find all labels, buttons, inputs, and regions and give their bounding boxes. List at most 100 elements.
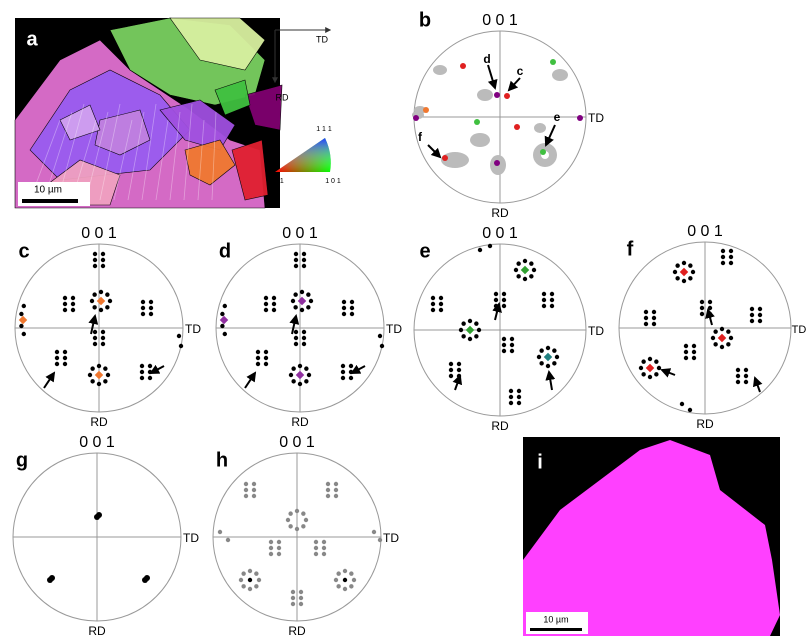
label: c — [517, 64, 524, 78]
pole-dot — [342, 300, 346, 304]
pole-dot — [726, 342, 730, 346]
pole-marker — [680, 268, 688, 276]
pole-dot — [293, 292, 297, 296]
pole-dot — [750, 319, 754, 323]
pole-marker — [97, 297, 105, 305]
pole-dot — [223, 332, 227, 336]
pole-dot — [306, 305, 310, 309]
pole-dot — [639, 366, 643, 370]
pole-dot — [550, 59, 556, 65]
pole-dot — [277, 552, 281, 556]
pole-dot — [736, 368, 740, 372]
pole-dot — [272, 308, 276, 312]
pole-marker — [220, 316, 228, 324]
pole-dot — [494, 92, 500, 98]
pole-dot — [343, 587, 347, 591]
pole-dot — [744, 368, 748, 372]
pole-dot — [101, 336, 105, 340]
pole-dot — [307, 373, 311, 377]
label: TD — [792, 324, 807, 336]
pole-dot — [302, 258, 306, 262]
pole-dot — [55, 350, 59, 354]
pole-dot — [537, 355, 541, 359]
pole-dot — [758, 307, 762, 311]
pole-dot — [431, 296, 435, 300]
pole-marker — [544, 353, 552, 361]
pole-dot — [684, 344, 688, 348]
pole-dot — [106, 373, 110, 377]
pole-dot — [552, 361, 556, 365]
label: b — [419, 9, 431, 31]
pole-dot — [509, 395, 513, 399]
pole-dot — [149, 300, 153, 304]
pole-dot — [334, 482, 338, 486]
pole-dot — [300, 290, 304, 294]
pole-dot — [726, 329, 730, 333]
pole-dot — [269, 540, 273, 544]
pole-dot — [148, 376, 152, 380]
pole-dot — [93, 264, 97, 268]
pole-dot — [71, 296, 75, 300]
label: TD — [588, 111, 604, 125]
pole-dot — [63, 302, 67, 306]
pole-dot — [264, 308, 268, 312]
pole-dot — [700, 300, 704, 304]
pole-dot — [294, 258, 298, 262]
pole-dot — [510, 349, 514, 353]
pole-dot — [336, 584, 340, 588]
pole-dot — [304, 518, 308, 522]
pole-dot — [514, 124, 520, 130]
pole-dot — [252, 494, 256, 498]
pole-dot — [542, 298, 546, 302]
pole-dot — [299, 602, 303, 606]
pole-dot — [248, 578, 252, 582]
pole-dot — [336, 571, 340, 575]
pole-dot — [509, 389, 513, 393]
pole-dot — [92, 292, 96, 296]
pole-dot — [264, 296, 268, 300]
pole-dot — [144, 575, 150, 581]
pole-dot — [457, 362, 461, 366]
pole-dot — [350, 300, 354, 304]
pole-dot — [675, 263, 679, 267]
pole-dot — [378, 538, 382, 542]
pole-dot — [708, 306, 712, 310]
pole-dot — [550, 298, 554, 302]
pole-dot — [468, 337, 472, 341]
pole-marker — [298, 297, 306, 305]
pole-dot — [758, 319, 762, 323]
pole-dot — [294, 252, 298, 256]
pole-dot — [101, 342, 105, 346]
pole-dot — [517, 395, 521, 399]
pole-dot — [729, 261, 733, 265]
pole-dot — [721, 255, 725, 259]
pole-dot — [55, 362, 59, 366]
pole-dot — [378, 334, 382, 338]
pole-dot — [90, 299, 94, 303]
pole-dot — [708, 300, 712, 304]
pole-dot — [264, 362, 268, 366]
pole-dot — [309, 299, 313, 303]
pole-dot — [439, 296, 443, 300]
pole-dot — [349, 571, 353, 575]
arrow — [549, 372, 552, 390]
pole-dot — [244, 482, 248, 486]
label: RD — [90, 415, 108, 429]
pole-dot — [688, 408, 692, 412]
pole-dot — [306, 292, 310, 296]
pole-dot — [510, 343, 514, 347]
pole-dot — [517, 401, 521, 405]
pole-dot — [750, 313, 754, 317]
pole-dot — [302, 252, 306, 256]
pole-dot — [103, 366, 107, 370]
pole-dot — [461, 321, 465, 325]
pole-dot — [96, 512, 102, 518]
pole-dot — [529, 274, 533, 278]
pole-dot — [468, 319, 472, 323]
pole-dot — [63, 356, 67, 360]
pole-dot — [684, 350, 688, 354]
label: e — [554, 110, 561, 124]
pole-marker — [296, 371, 304, 379]
pole-dot — [449, 362, 453, 366]
pole-dot — [478, 248, 482, 252]
